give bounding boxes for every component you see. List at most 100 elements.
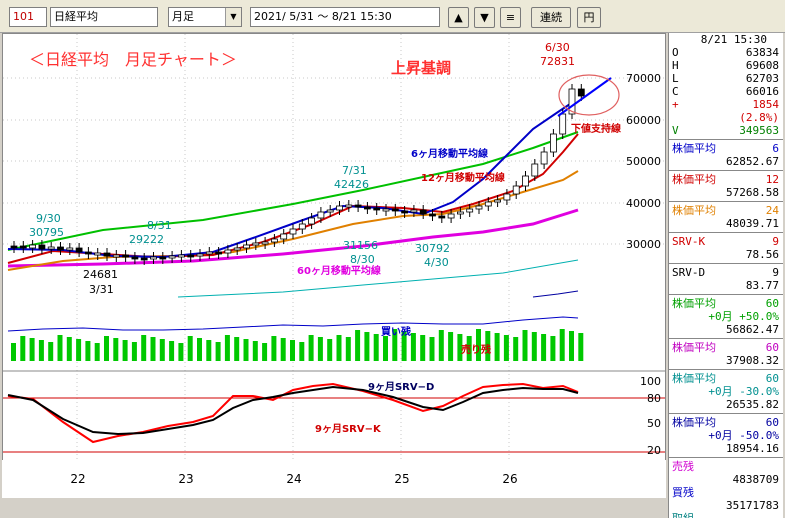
- candle: [373, 207, 381, 211]
- highlight-ellipse: [558, 74, 620, 116]
- buy-margin-label: 買い残: [381, 325, 411, 338]
- candle: [29, 244, 37, 249]
- candle: [57, 246, 64, 251]
- buy-margin-bar: [29, 338, 35, 361]
- candle: [19, 245, 27, 249]
- callout-date-4-30: 4/30: [424, 256, 449, 269]
- buy-margin-bar: [420, 335, 426, 361]
- candle: [391, 208, 399, 212]
- buy-margin-bar: [476, 329, 481, 361]
- price-tick: 60000: [626, 114, 661, 127]
- candle: [122, 254, 129, 258]
- osc-tick: 100: [640, 375, 661, 388]
- candle: [131, 256, 139, 260]
- sell-margin-line: [7, 316, 579, 332]
- buy-margin-bar: [327, 339, 333, 361]
- env-navy-line: [532, 290, 579, 298]
- price-tick: 30000: [626, 238, 661, 251]
- candle: [187, 254, 195, 258]
- year-label: 25: [394, 472, 409, 486]
- date-range-field[interactable]: 2021/ 5/31 ～ 8/21 15:30: [250, 7, 440, 27]
- indicator-header: SRV-D 9: [672, 266, 779, 279]
- osc-tick: 50: [647, 417, 661, 430]
- osc-tick: 80: [647, 392, 661, 405]
- buy-margin-bar: [262, 343, 268, 361]
- price-tick: 70000: [626, 72, 661, 85]
- panel-time: 8/21 15:30: [700, 33, 767, 46]
- buy-margin-bar: [559, 329, 565, 361]
- callout-date-9-30: 9/30: [36, 212, 61, 225]
- buy-margin-bar: [466, 336, 472, 361]
- callout-value-29222: 29222: [129, 233, 164, 246]
- candle: [243, 244, 250, 249]
- chart-area[interactable]: ＜日経平均 月足チャート＞ 上昇基調 6ヶ月移動平均線 12ヶ月移動平均線 60…: [2, 33, 666, 498]
- candle: [345, 204, 353, 208]
- candle: [326, 209, 334, 213]
- buy-margin-bar: [448, 332, 454, 361]
- buy-margin-bar: [392, 329, 398, 361]
- ohlc-row: C 66016: [672, 85, 779, 98]
- candle: [317, 211, 325, 219]
- candle: [85, 251, 92, 255]
- candle: [410, 209, 418, 213]
- year-label: 23: [178, 472, 193, 486]
- candle: [401, 210, 409, 214]
- srv-d-label: 9ヶ月SRV−D: [368, 381, 434, 393]
- buy-margin-bar: [364, 332, 370, 361]
- buy-margin-bar: [11, 343, 16, 361]
- candle: [382, 208, 390, 212]
- candle: [103, 252, 111, 257]
- buy-margin-bar: [20, 336, 26, 361]
- scroll-up-button[interactable]: ▲: [448, 7, 469, 28]
- buy-margin-bar: [224, 335, 230, 361]
- candle: [503, 193, 511, 201]
- buy-balance-value: 35171783: [726, 499, 779, 512]
- ohlc-row: V 349563: [672, 124, 779, 137]
- chart-svg: ＜日経平均 月足チャート＞ 上昇基調 6ヶ月移動平均線 12ヶ月移動平均線 60…: [3, 34, 665, 497]
- year-label: 22: [70, 472, 85, 486]
- candle: [168, 255, 176, 259]
- buy-margin-bar: [150, 337, 156, 361]
- ohlc-row: L 62703: [672, 72, 779, 85]
- buy-margin-bar: [578, 333, 584, 361]
- buy-margin-bar: [57, 335, 63, 361]
- price-axis: 70000 60000 50000 40000 30000: [626, 72, 661, 251]
- buy-margin-bar: [48, 342, 54, 361]
- buy-margin-bar: [569, 331, 574, 361]
- sell-margin-label: 売り残: [461, 343, 491, 356]
- candle: [205, 251, 213, 255]
- buy-margin-bar: [308, 335, 314, 361]
- scroll-down-button[interactable]: ▼: [474, 7, 495, 28]
- indicator-header: SRV-K 9: [672, 235, 779, 248]
- ma60-label: 60ヶ月移動平均線: [297, 264, 381, 277]
- buy-margin-bar: [299, 342, 305, 361]
- buy-margin-bar: [178, 343, 184, 361]
- continuous-button[interactable]: 連続: [531, 7, 571, 28]
- indicator-offset: +0月 +50.0%: [708, 310, 779, 323]
- callout-date-7-31: 7/31: [342, 164, 367, 177]
- ohlc-row: O 63834: [672, 46, 779, 59]
- ma12-label: 12ヶ月移動平均線: [421, 171, 505, 184]
- buy-margin-bar: [234, 337, 240, 361]
- period-select[interactable]: 月足 ▼: [168, 7, 242, 27]
- candle: [298, 223, 306, 230]
- candle: [150, 256, 157, 260]
- indicator-header: 株価平均 60: [672, 297, 779, 310]
- ratio-label: 取組: [669, 512, 783, 518]
- ma6-label: 6ヶ月移動平均線: [411, 147, 488, 160]
- stock-name-field[interactable]: 日経平均: [50, 7, 158, 27]
- menu-button[interactable]: ≡: [500, 7, 521, 28]
- yen-button[interactable]: 円: [577, 7, 601, 28]
- candle: [522, 175, 529, 187]
- candle: [550, 133, 557, 153]
- ma60-line: [7, 131, 579, 251]
- time-axis: 22 23 24 25 26: [2, 460, 666, 498]
- candle: [531, 163, 539, 177]
- buy-margin-bar: [494, 333, 500, 361]
- ohlc-row: H 69608: [672, 59, 779, 72]
- support-line: [557, 77, 612, 117]
- candle: [289, 228, 297, 235]
- buy-margin-bar: [66, 337, 72, 361]
- code-field[interactable]: 101: [9, 7, 47, 27]
- ma24-line: [7, 170, 579, 271]
